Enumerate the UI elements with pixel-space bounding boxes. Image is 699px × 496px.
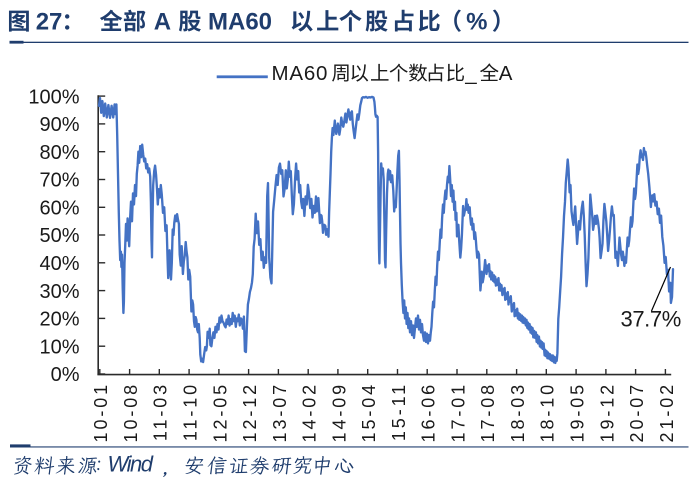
svg-text:40%: 40% — [39, 253, 79, 275]
svg-text:10-01: 10-01 — [91, 382, 111, 443]
svg-text:16-06: 16-06 — [419, 382, 439, 443]
svg-text:A: A — [154, 9, 171, 36]
svg-text:Wind: Wind — [108, 452, 154, 477]
svg-text:10-08: 10-08 — [121, 382, 141, 443]
svg-text:18-10: 18-10 — [538, 382, 558, 443]
svg-text:18-03: 18-03 — [508, 382, 528, 443]
svg-text:17-08: 17-08 — [478, 382, 498, 443]
svg-text:80%: 80% — [39, 142, 79, 164]
svg-text:19-05: 19-05 — [568, 382, 588, 443]
svg-text:MA60: MA60 — [208, 9, 272, 36]
svg-text:10%: 10% — [39, 336, 79, 358]
svg-text:15-11: 15-11 — [389, 382, 409, 441]
svg-text:17-01: 17-01 — [448, 382, 468, 443]
svg-text:20%: 20% — [39, 309, 79, 331]
svg-text:90%: 90% — [39, 114, 79, 136]
svg-text:19-12: 19-12 — [597, 382, 617, 443]
svg-text:60%: 60% — [39, 198, 79, 220]
svg-text:100%: 100% — [28, 86, 79, 108]
svg-text:MA60: MA60 — [272, 62, 329, 85]
svg-text:11-03: 11-03 — [151, 382, 171, 441]
svg-text:30%: 30% — [39, 281, 79, 303]
svg-text:12-12: 12-12 — [240, 382, 260, 443]
svg-text:70%: 70% — [39, 170, 79, 192]
svg-text:14-02: 14-02 — [300, 382, 320, 443]
svg-text:27: 27 — [36, 9, 63, 36]
svg-text:21-02: 21-02 — [657, 382, 677, 443]
svg-text:13-07: 13-07 — [270, 382, 290, 443]
svg-text:50%: 50% — [39, 225, 79, 247]
svg-text:0%: 0% — [51, 364, 80, 386]
svg-text:12-05: 12-05 — [210, 382, 230, 443]
svg-text:14-09: 14-09 — [329, 382, 349, 443]
svg-text:_: _ — [464, 62, 477, 85]
svg-text:A: A — [499, 62, 513, 85]
svg-text:%: % — [466, 9, 487, 36]
svg-text:37.7%: 37.7% — [621, 306, 681, 331]
svg-text:15-04: 15-04 — [359, 382, 379, 443]
svg-text:11-10: 11-10 — [181, 382, 201, 441]
svg-text:20-07: 20-07 — [627, 382, 647, 443]
